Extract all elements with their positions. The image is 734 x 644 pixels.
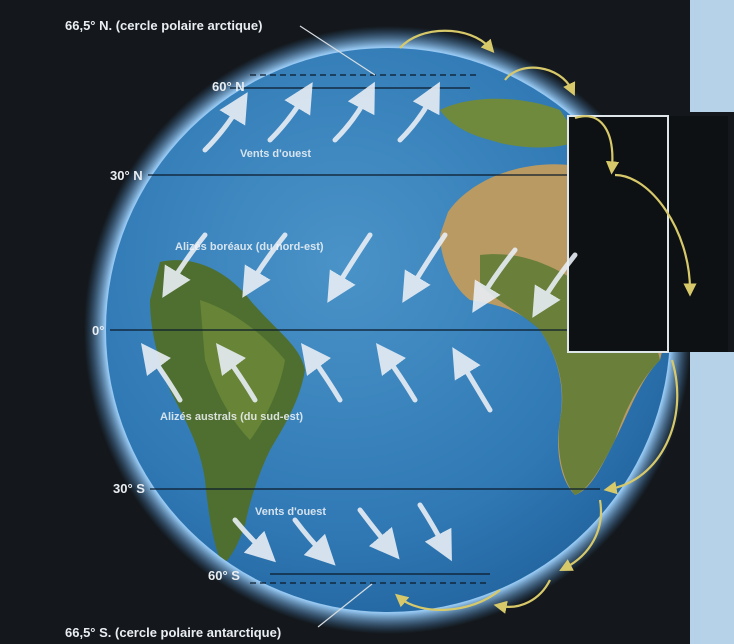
cell-ferrel-north	[574, 115, 620, 175]
arrow-westerly-s-1	[232, 517, 276, 563]
cell-polar-north-1	[399, 29, 495, 53]
cell-polar-south-2	[493, 579, 551, 614]
arrow-westerly-s-4	[417, 502, 452, 562]
arrow-westerly-s-3	[357, 507, 400, 560]
label-equator: 0°	[92, 323, 104, 338]
arrow-trade-n-5	[472, 247, 518, 313]
label-30s: 30° S	[113, 481, 145, 496]
arrow-trade-n-2	[242, 232, 288, 298]
south-america-landmass	[150, 260, 305, 565]
arrow-trade-n-4	[402, 232, 448, 303]
cell-polar-north-2	[504, 66, 576, 96]
arrow-trade-n-1	[162, 232, 208, 298]
label-arctic-circle: 66,5° N. (cercle polaire arctique)	[65, 18, 262, 33]
cell-hadley-south	[603, 359, 679, 495]
side-panel-top	[690, 0, 734, 112]
arrow-westerly-n-4	[397, 81, 440, 143]
arrow-westerly-n-1	[202, 92, 248, 153]
arrow-westerly-s-2	[292, 517, 336, 566]
cell-polar-south-1	[394, 589, 501, 611]
arrow-trade-s-3	[301, 342, 343, 403]
label-trade-winds-north: Alizés boréaux (du nord-est)	[175, 241, 324, 253]
arrow-trade-n-6	[532, 252, 578, 318]
leader-antarctic	[317, 583, 373, 628]
wind-arrows	[141, 81, 578, 566]
callout-panel	[568, 116, 728, 352]
side-panel-bottom	[690, 352, 734, 644]
arrow-trade-s-4	[376, 342, 418, 403]
arrow-westerly-n-2	[267, 82, 313, 143]
label-60n: 60° N	[212, 79, 245, 94]
detail-callout	[567, 115, 728, 353]
arrow-trade-s-1	[141, 342, 183, 403]
label-westerlies-north: Vents d'ouest	[240, 148, 311, 160]
label-60s: 60° S	[208, 568, 240, 583]
label-trade-winds-south: Alizés australs (du sud-est)	[160, 411, 303, 423]
cell-ferrel-south	[559, 499, 603, 572]
arrow-trade-n-3	[327, 232, 373, 303]
leader-arctic	[299, 25, 376, 76]
circulation-cells	[394, 29, 697, 614]
label-antarctic-circle: 66,5° S. (cercle polaire antarctique)	[65, 625, 281, 640]
arrow-westerly-n-3	[332, 81, 375, 143]
label-30n: 30° N	[110, 168, 143, 183]
arrow-trade-s-2	[216, 342, 258, 403]
africa-vegetation	[480, 254, 660, 495]
label-westerlies-south: Vents d'ouest	[255, 506, 326, 518]
europe-landmass	[440, 98, 580, 148]
arrow-trade-s-5	[452, 347, 493, 413]
cell-hadley-north	[614, 173, 697, 297]
callout-frame	[567, 115, 669, 353]
